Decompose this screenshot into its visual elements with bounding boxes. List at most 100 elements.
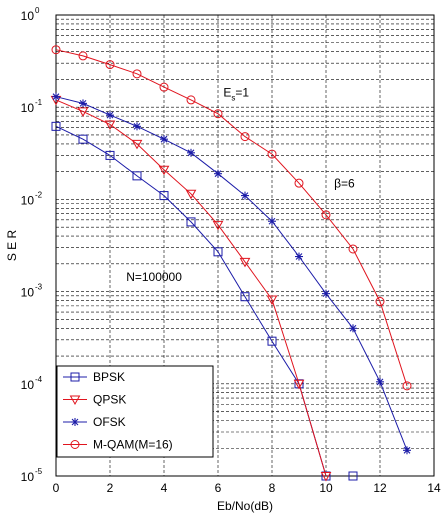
marker-star-stroke: [403, 446, 411, 454]
marker-circle: [78, 51, 88, 61]
marker-star: [214, 169, 222, 178]
marker-star: [52, 92, 60, 101]
marker-square: [51, 121, 61, 131]
marker-star-stroke: [133, 122, 141, 130]
marker-star-stroke: [79, 99, 87, 107]
marker-square: [159, 191, 169, 201]
x-tick-label: 12: [373, 481, 387, 495]
marker-star-stroke: [268, 217, 276, 225]
series-line: [55, 49, 408, 387]
x-tick-label: 2: [107, 481, 114, 495]
marker-triangle: [185, 189, 197, 200]
y-tick-exponent: -2: [35, 190, 43, 199]
x-tick-label: 4: [161, 481, 168, 495]
marker-triangle: [77, 107, 89, 117]
marker-circle: [348, 244, 358, 254]
annotation-main: E: [223, 86, 231, 100]
marker-star: [79, 99, 87, 108]
marker-square: [70, 372, 80, 382]
marker-star: [187, 148, 195, 157]
marker-square: [213, 247, 223, 257]
marker-triangle: [212, 220, 224, 231]
marker-circle: [267, 149, 277, 159]
marker-star: [295, 252, 303, 261]
legend-item: QPSK: [63, 393, 126, 407]
y-tick-label: 10 -1: [21, 98, 43, 115]
marker-circle: [375, 297, 385, 307]
marker-star: [133, 122, 141, 131]
annotation-es: Es=1: [223, 86, 249, 103]
marker-triangle: [320, 472, 332, 482]
marker-star-stroke: [295, 253, 303, 260]
y-tick-label: 10 -2: [21, 190, 43, 207]
y-tick-label: 10 -5: [21, 467, 43, 484]
marker-triangle: [239, 257, 251, 268]
series-line: [55, 125, 327, 477]
series-ofsk: [52, 92, 411, 455]
marker-triangle: [69, 395, 81, 406]
y-tick-exponent: -4: [35, 375, 43, 384]
marker-square: [78, 134, 88, 144]
marker-star: [160, 135, 168, 144]
y-tick-base: 10: [21, 286, 35, 300]
marker-square: [240, 292, 250, 302]
marker-star: [403, 446, 411, 455]
legend-label: M-QAM(M=16): [93, 438, 173, 452]
legend-item: M-QAM(M=16): [63, 438, 173, 452]
marker-star-stroke: [322, 290, 330, 298]
y-tick-base: 10: [21, 9, 35, 23]
marker-star: [376, 377, 384, 386]
annotation-n: N=100000: [126, 270, 182, 284]
marker-circle: [240, 132, 250, 142]
marker-star-stroke: [214, 170, 222, 178]
x-tick-label: 10: [319, 481, 333, 495]
y-tick-exponent: 0: [35, 6, 40, 15]
marker-star-stroke: [52, 93, 60, 101]
plot-area: [55, 14, 435, 477]
annotation-sub: s: [231, 94, 235, 103]
legend: BPSK QPSK OFSK M-QAM(M=16): [56, 365, 214, 458]
y-tick-label: 10 0: [21, 6, 40, 23]
y-tick-base: 10: [21, 378, 35, 392]
y-axis-label: S E R: [5, 229, 19, 261]
grid: [56, 15, 434, 477]
x-tick-label: 14: [427, 481, 441, 495]
y-tick-exponent: -3: [35, 283, 43, 292]
y-tick-label: 10 -4: [21, 375, 43, 392]
marker-square: [105, 150, 115, 160]
marker-star-stroke: [106, 111, 114, 119]
series-m-qam-m-16: [51, 45, 412, 391]
marker-square: [267, 336, 277, 346]
marker-star: [268, 217, 276, 226]
marker-triangle: [104, 120, 116, 130]
marker-star-stroke: [160, 135, 168, 143]
marker-triangle: [266, 295, 278, 306]
y-tick-exponent: -5: [35, 467, 43, 476]
y-tick-label: 10 -3: [21, 283, 43, 300]
y-tick-base: 10: [21, 470, 35, 484]
marker-triangle: [131, 139, 143, 150]
series-line: [55, 99, 327, 477]
series-layer: [50, 45, 412, 482]
marker-square: [186, 217, 196, 227]
legend-box: [56, 365, 214, 458]
annotation-beta: β=6: [334, 176, 355, 190]
legend-label: OFSK: [93, 415, 126, 429]
x-tick-label: 8: [269, 481, 276, 495]
marker-circle: [105, 60, 115, 70]
y-tick-base: 10: [21, 193, 35, 207]
marker-star-stroke: [349, 324, 357, 332]
legend-item: OFSK: [63, 415, 126, 429]
marker-circle: [213, 109, 223, 119]
marker-star: [71, 418, 79, 426]
marker-circle: [294, 178, 304, 188]
marker-star-stroke: [241, 192, 249, 199]
series-line: [55, 96, 408, 451]
marker-circle: [321, 210, 331, 220]
annotation-rest: =1: [235, 86, 249, 100]
legend-label: BPSK: [93, 370, 125, 384]
marker-star: [322, 289, 330, 298]
marker-star-stroke: [187, 149, 195, 157]
marker-triangle: [293, 379, 305, 390]
